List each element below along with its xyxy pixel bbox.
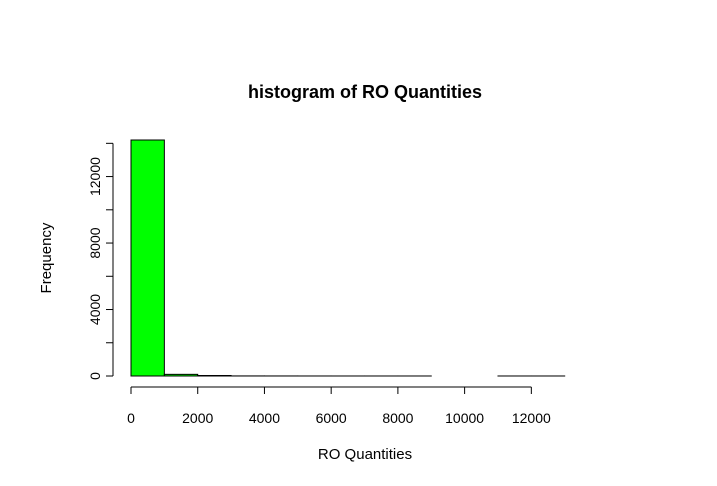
bars [130,139,566,377]
y-tick-label-2: 4000 [87,294,103,325]
histogram-bar-0 [130,139,165,377]
x-tick-label-0: 0 [127,410,135,426]
histogram-bar-1 [163,373,199,377]
x-tick-label-5: 10000 [445,410,484,426]
y-axis-label: Frequency [38,222,55,293]
chart-title: histogram of RO Quantities [248,82,482,102]
y-tick-label-6: 12000 [87,157,103,196]
x-tick-label-4: 8000 [382,410,413,426]
y-axis: 0 4000 8000 12000 [87,142,114,380]
x-tick-label-2: 4000 [249,410,280,426]
histogram-bar-2 [197,375,232,377]
y-tick-label-0: 0 [87,372,103,380]
x-tick-label-3: 6000 [316,410,347,426]
y-tick-label-4: 8000 [87,227,103,258]
x-tick-label-6: 12000 [512,410,551,426]
x-axis: 0 2000 4000 6000 8000 10000 12000 [127,386,551,426]
x-tick-label-1: 2000 [182,410,213,426]
x-axis-label: RO Quantities [318,446,412,463]
